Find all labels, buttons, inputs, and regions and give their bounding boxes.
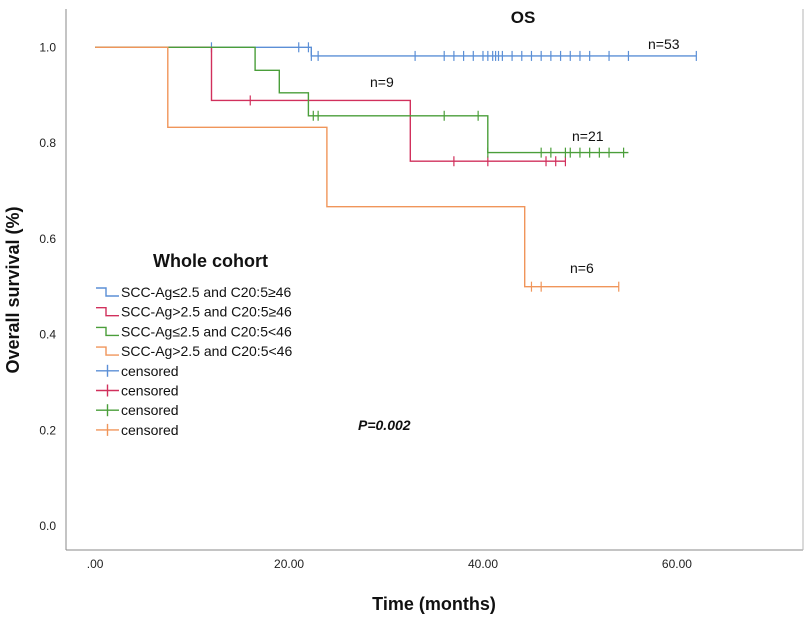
survival-curve: [95, 46, 619, 288]
x-tick-labels: .00 20.00 40.00 60.00: [87, 557, 693, 571]
y-tick-label: 0.4: [39, 328, 56, 342]
survival-curves: [95, 42, 697, 292]
legend-censored-label: censored: [121, 402, 179, 418]
legend: Whole cohort SCC-Ag≤2.5 and C20:5≥46 SCC-…: [96, 251, 292, 438]
legend-censored-label: censored: [121, 363, 179, 379]
legend-line-swatch: [96, 307, 119, 317]
x-tick-label: 60.00: [662, 557, 692, 571]
series-group: [95, 46, 620, 292]
n-label: n=53: [648, 36, 680, 52]
legend-series-label: SCC-Ag≤2.5 and C20:5≥46: [121, 284, 291, 300]
legend-series-label: SCC-Ag>2.5 and C20:5<46: [121, 343, 292, 359]
y-tick-label: 0.6: [39, 232, 56, 246]
series-group: [95, 46, 629, 158]
y-tick-label: 1.0: [39, 40, 56, 54]
x-axis-title: Time (months): [372, 594, 496, 614]
legend-line-swatch: [96, 326, 119, 337]
x-tick-label: 20.00: [274, 557, 304, 571]
chart-title: OS: [511, 8, 536, 27]
legend-series-label: SCC-Ag≤2.5 and C20:5<46: [121, 323, 292, 339]
survival-curve: [95, 46, 629, 154]
x-tick-label: 40.00: [468, 557, 498, 571]
y-tick-labels: 0.0 0.2 0.4 0.6 0.8 1.0: [39, 40, 56, 533]
n-label: n=21: [572, 128, 604, 144]
legend-censored-label: censored: [121, 383, 179, 399]
y-tick-label: 0.8: [39, 136, 56, 150]
y-tick-label: 0.2: [39, 423, 56, 437]
x-tick-label: .00: [87, 557, 104, 571]
p-value-label: P=0.002: [358, 417, 411, 433]
legend-title: Whole cohort: [153, 251, 268, 271]
n-label: n=9: [370, 74, 394, 90]
y-axis-title: Overall survival (%): [3, 206, 23, 373]
legend-line-swatch: [96, 287, 119, 297]
legend-censored-label: censored: [121, 422, 179, 438]
group-n-labels: n=53 n=9 n=21 n=6: [370, 36, 680, 276]
n-label: n=6: [570, 260, 594, 276]
legend-series-label: SCC-Ag>2.5 and C20:5≥46: [121, 304, 292, 320]
y-tick-label: 0.0: [39, 519, 56, 533]
legend-line-swatch: [96, 346, 119, 356]
